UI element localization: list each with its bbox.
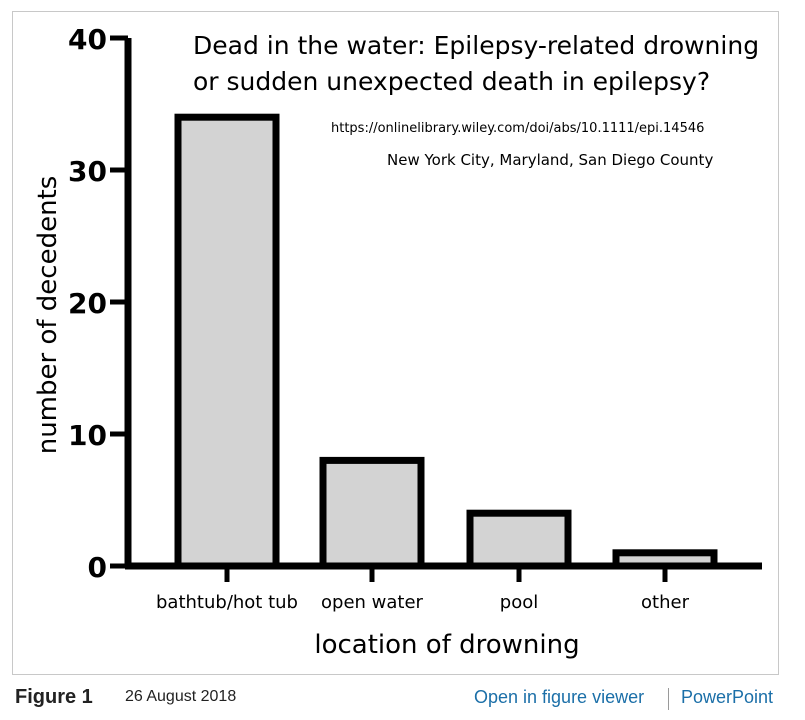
y-tick-label-30: 30 (68, 155, 107, 188)
bars-layer (174, 113, 718, 570)
x-tick-label-2: pool (500, 592, 538, 613)
x-tick-label-1: open water (321, 592, 424, 613)
y-axis-label: number of decedents (33, 176, 63, 455)
powerpoint-link[interactable]: PowerPoint (681, 687, 774, 707)
bar-chart: Dead in the water: Epilepsy-related drow… (33, 23, 762, 660)
open-figure-viewer-link[interactable]: Open in figure viewer (474, 687, 645, 707)
chart-title-line-2: or sudden unexpected death in epilepsy? (193, 67, 710, 96)
y-tick-label-20: 20 (68, 287, 107, 320)
chart-subtitle: New York City, Maryland, San Diego Count… (387, 151, 713, 169)
chart-title-line-1: Dead in the water: Epilepsy-related drow… (193, 31, 759, 60)
link-divider (668, 688, 669, 710)
axes-layer: bathtub/hot tub open water pool other 0 10 20 3… (68, 23, 762, 613)
figure-caption-bar: Figure 1 26 August 2018 Open in figure v… (15, 684, 785, 714)
y-tick-label-0: 0 (88, 551, 107, 584)
y-tick-label-10: 10 (68, 419, 107, 452)
bar-0 (174, 113, 280, 570)
figure-label: Figure 1 (15, 686, 93, 708)
bar-2 (466, 509, 572, 570)
bar-1 (319, 456, 425, 570)
x-axis-label: location of drowning (314, 630, 579, 660)
source-url: https://onlinelibrary.wiley.com/doi/abs/… (331, 121, 704, 136)
figure-date: 26 August 2018 (125, 688, 237, 705)
x-tick-label-3: other (641, 592, 690, 613)
x-tick-label-0: bathtub/hot tub (156, 592, 298, 613)
y-tick-label-40: 40 (68, 23, 107, 56)
